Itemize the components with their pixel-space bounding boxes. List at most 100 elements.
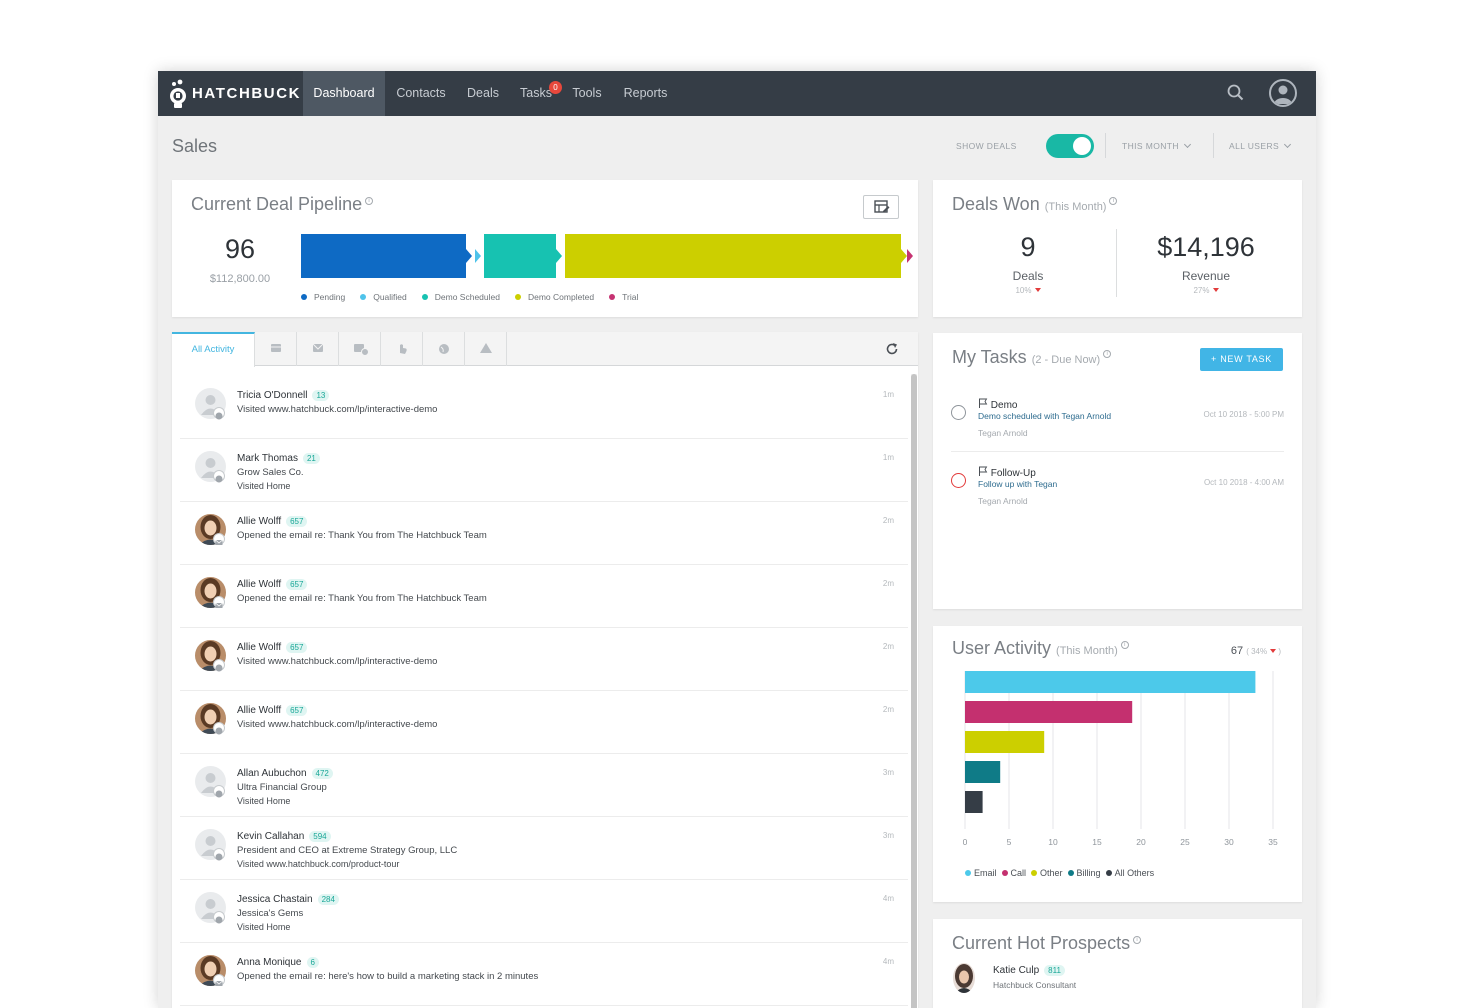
info-icon[interactable]: i xyxy=(1120,641,1129,649)
activity-contact-line: Jessica Chastain 284 xyxy=(237,894,339,905)
tasks-title-text: My Tasks xyxy=(952,347,1027,367)
activity-row[interactable]: Allie Wolff 657 Visited www.hatchbuck.com/… xyxy=(180,628,908,691)
contact-name[interactable]: Jessica Chastain xyxy=(237,894,313,905)
nav-reports[interactable]: Reports xyxy=(623,86,668,100)
down-arrow-icon xyxy=(1034,288,1041,292)
tab-emails[interactable] xyxy=(297,332,339,366)
activity-contact-line: Mark Thomas 21 xyxy=(237,453,320,464)
nav-tasks-label: Tasks xyxy=(520,86,552,100)
x-tick-label: 15 xyxy=(1092,837,1102,847)
refresh-icon[interactable] xyxy=(884,341,900,362)
contact-name[interactable]: Mark Thomas xyxy=(237,453,298,464)
activity-time: 4m xyxy=(882,894,894,903)
nav-tools[interactable]: Tools xyxy=(572,86,602,100)
contact-score: 594 xyxy=(309,831,331,842)
period-dropdown-label: THIS MONTH xyxy=(1122,141,1179,151)
contact-name[interactable]: Allie Wolff xyxy=(237,516,282,527)
prospect-score: 811 xyxy=(1044,965,1065,976)
activity-row[interactable]: Allie Wolff 657 Opened the email re: Thank… xyxy=(180,502,908,565)
activity-row[interactable]: Kevin Callahan 594 President and CEO at Ex… xyxy=(180,817,908,880)
activity-time: 3m xyxy=(882,831,894,840)
contact-name[interactable]: Allie Wolff xyxy=(237,705,282,716)
users-dropdown[interactable]: ALL USERS xyxy=(1229,140,1292,151)
activity-row[interactable]: Allie Wolff 657 Opened the email re: Thank… xyxy=(180,565,908,628)
activity-row[interactable]: Mark Thomas 21 Grow Sales Co. Visited Home 1… xyxy=(180,439,908,502)
activity-row[interactable]: Jessica Chastain 284 Jessica's Gems Visited… xyxy=(180,880,908,943)
task-complete-checkbox[interactable] xyxy=(951,473,966,488)
pipeline-segment[interactable] xyxy=(483,234,556,278)
show-deals-toggle[interactable] xyxy=(1046,134,1094,158)
nav-contacts[interactable]: Contacts xyxy=(396,86,446,100)
contact-score: 284 xyxy=(317,894,339,905)
activity-subdetail: Visited Home xyxy=(237,481,291,491)
info-icon[interactable]: i xyxy=(365,197,374,205)
user-activity-pct: ( 34% ) xyxy=(1246,647,1281,656)
chart-bar-email[interactable] xyxy=(965,671,1256,693)
top-navbar: HATCHBUCK Dashboard Contacts Deals Tasks… xyxy=(158,71,1316,116)
tab-email-opens[interactable] xyxy=(339,332,381,366)
activity-row[interactable]: Allan Aubuchon 472 Ultra Financial Group Vi… xyxy=(180,754,908,817)
deals-won-revenue: $14,196 xyxy=(1157,232,1255,262)
info-icon[interactable]: i xyxy=(1109,197,1118,205)
tab-clicks[interactable] xyxy=(381,332,423,366)
legend-label: Demo Completed xyxy=(527,292,595,302)
period-dropdown[interactable]: THIS MONTH xyxy=(1122,140,1191,151)
contact-name[interactable]: Allan Aubuchon xyxy=(237,768,307,779)
tab-web-visits[interactable] xyxy=(423,332,465,366)
nav-dashboard[interactable]: Dashboard xyxy=(303,71,385,116)
pipeline-segment[interactable] xyxy=(301,234,467,278)
contact-name[interactable]: Anna Monique xyxy=(237,957,302,968)
activity-row[interactable]: Allie Wolff 657 Visited www.hatchbuck.com/… xyxy=(180,691,908,754)
legend-label: Pending xyxy=(314,292,346,302)
activity-row[interactable]: Tricia O'Donnell 13 Visited www.hatchbuck.… xyxy=(180,376,908,439)
task-complete-checkbox[interactable] xyxy=(951,405,966,420)
toggle-knob xyxy=(1073,137,1091,155)
tab-form-submissions[interactable] xyxy=(255,332,297,366)
new-task-button[interactable]: + NEW TASK xyxy=(1200,348,1283,371)
legend-swatch xyxy=(1105,870,1112,876)
prospect-name-line: Katie Culp 811 xyxy=(993,965,1065,976)
legend-label: Other xyxy=(1040,868,1063,878)
tab-alerts[interactable] xyxy=(465,332,507,366)
search-icon[interactable] xyxy=(1226,83,1246,103)
contact-name[interactable]: Kevin Callahan xyxy=(237,831,305,842)
user-activity-total: 67 ( 34% ) xyxy=(1231,645,1281,657)
legend-swatch xyxy=(301,294,307,300)
nav-tasks[interactable]: Tasks 0 xyxy=(516,71,562,116)
chevron-down-icon xyxy=(1183,140,1191,149)
x-tick-label: 0 xyxy=(963,837,968,847)
nav-deals[interactable]: Deals xyxy=(467,86,499,100)
chart-bar-billing[interactable] xyxy=(965,761,1001,783)
task-item[interactable]: Demo Demo scheduled with Tegan Arnold Tega… xyxy=(951,393,1284,461)
chart-bar-all-others[interactable] xyxy=(965,791,983,813)
contact-avatar[interactable] xyxy=(195,388,226,419)
header-divider xyxy=(1213,133,1214,158)
legend-swatch xyxy=(965,870,971,876)
tasks-title: My Tasks (2 - Due Now) i xyxy=(952,347,1112,368)
hot-prospects-card: Current Hot Prospects i Katie Culp 811 Hat… xyxy=(933,919,1302,1008)
task-title-line: Follow-Up xyxy=(978,466,1036,479)
activity-row[interactable]: Anna Monique 6 Opened the email re: here's… xyxy=(180,943,908,1006)
my-tasks-card: My Tasks (2 - Due Now) i + NEW TASK Demo D… xyxy=(933,333,1302,609)
task-title: Follow-Up xyxy=(990,468,1036,479)
contact-name[interactable]: Tricia O'Donnell xyxy=(237,390,308,401)
prospect-name[interactable]: Katie Culp xyxy=(993,965,1040,976)
info-icon[interactable]: i xyxy=(1133,936,1142,944)
hatchbuck-logo[interactable]: HATCHBUCK xyxy=(168,78,301,109)
contact-name[interactable]: Allie Wolff xyxy=(237,579,282,590)
info-icon[interactable]: i xyxy=(1103,350,1112,358)
task-item[interactable]: Follow-Up Follow up with Tegan Tegan Arnol… xyxy=(951,461,1284,529)
tab-all-activity[interactable]: All Activity xyxy=(172,332,255,367)
pipeline-bar xyxy=(301,234,914,278)
pipeline-settings-button[interactable] xyxy=(863,195,899,219)
chart-bar-call[interactable] xyxy=(965,701,1133,723)
legend-item: Trial xyxy=(609,292,638,302)
user-avatar-icon[interactable] xyxy=(1269,79,1297,107)
legend-item: Demo Completed xyxy=(514,292,595,302)
scrollbar-thumb[interactable] xyxy=(911,374,917,1008)
legend-item: All Others xyxy=(1105,868,1154,878)
activity-detail: Opened the email re: Thank You from The … xyxy=(237,530,487,541)
chart-bar-other[interactable] xyxy=(965,731,1045,753)
pipeline-segment[interactable] xyxy=(564,234,902,278)
contact-name[interactable]: Allie Wolff xyxy=(237,642,282,653)
